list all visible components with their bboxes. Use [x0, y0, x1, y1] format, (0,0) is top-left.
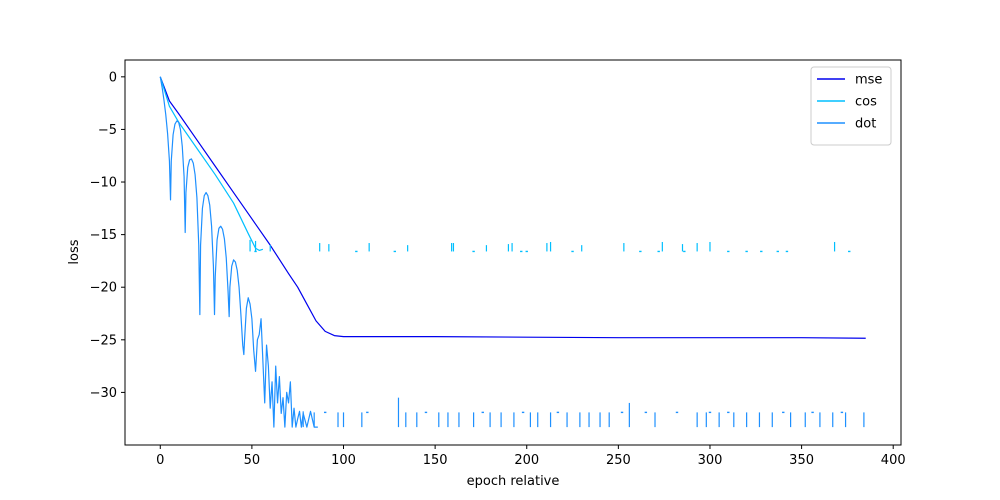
x-tick-label: 400 — [881, 453, 906, 468]
series-layer — [159, 76, 866, 428]
x-tick-label: 350 — [789, 453, 814, 468]
x-tick-label: 150 — [423, 453, 448, 468]
series-line-mse — [159, 76, 866, 339]
series-line-cos — [159, 76, 264, 251]
y-axis-label: loss — [67, 239, 82, 264]
legend-item-dot: dot — [817, 117, 876, 132]
x-tick-label: 50 — [244, 453, 261, 468]
legend-label: dot — [855, 117, 876, 132]
series-dot — [159, 76, 865, 428]
y-axis-ticks: 0 −5 −10 −15 −20 −25 −30 — [90, 70, 125, 401]
y-tick-label: −5 — [98, 123, 117, 138]
legend-item-mse: mse — [817, 73, 882, 88]
legend-label: cos — [855, 95, 877, 110]
y-tick-label: −15 — [90, 228, 117, 243]
legend-item-cos: cos — [817, 95, 877, 110]
y-tick-label: −10 — [90, 176, 117, 191]
x-axis-label: epoch relative — [467, 474, 560, 489]
legend-box — [810, 66, 892, 146]
y-tick-label: −30 — [90, 386, 117, 401]
x-tick-label: 100 — [331, 453, 356, 468]
plot-frame — [124, 59, 902, 446]
x-tick-label: 250 — [606, 453, 631, 468]
y-tick-label: −20 — [90, 281, 117, 296]
x-tick-label: 300 — [698, 453, 723, 468]
legend-label: mse — [855, 73, 882, 88]
series-cos — [159, 76, 851, 253]
y-tick-label: −25 — [90, 333, 117, 348]
series-line-dot — [159, 76, 318, 428]
x-tick-label: 0 — [156, 453, 164, 468]
series-mse — [159, 76, 866, 339]
y-tick-label: 0 — [109, 70, 117, 85]
legend: mse cos dot — [810, 66, 892, 146]
x-tick-label: 200 — [514, 453, 539, 468]
x-axis-ticks: 0 50 100 150 200 250 300 350 400 — [156, 445, 906, 468]
